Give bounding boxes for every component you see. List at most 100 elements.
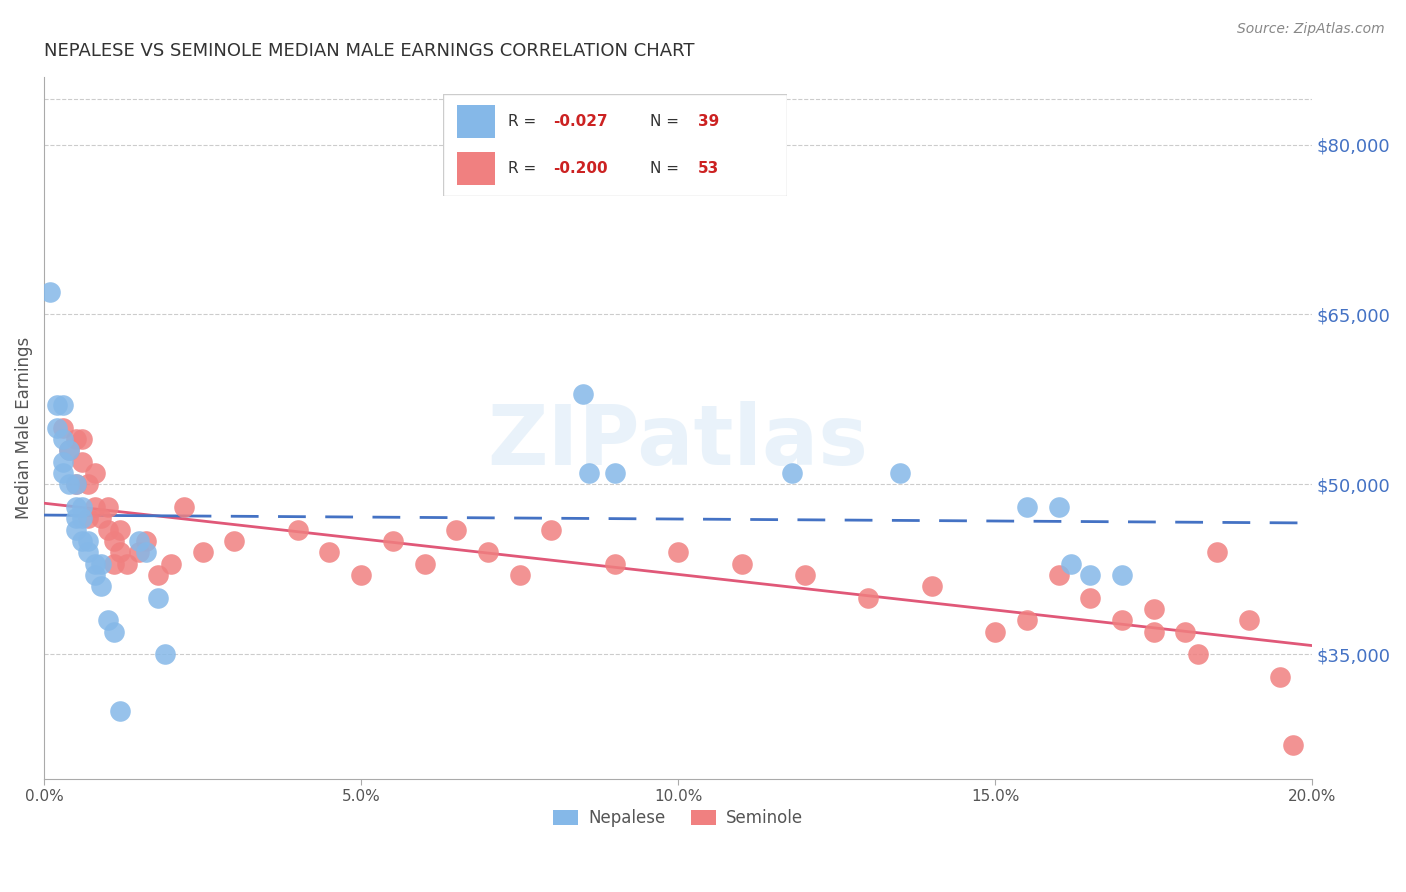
Point <box>65 477 87 491</box>
Point <box>83 568 105 582</box>
Point <box>780 466 803 480</box>
Point <box>1143 602 1166 616</box>
Point <box>77 545 100 559</box>
Point <box>65 477 87 491</box>
Point <box>70 455 93 469</box>
Point <box>921 579 943 593</box>
Point <box>540 523 562 537</box>
Point <box>153 648 176 662</box>
Point <box>103 624 125 639</box>
Point <box>173 500 195 514</box>
Point <box>128 545 150 559</box>
Point <box>58 477 80 491</box>
Point <box>39 285 62 299</box>
Point <box>444 523 467 537</box>
Point <box>350 568 373 582</box>
Point <box>1015 500 1038 514</box>
Point <box>108 523 131 537</box>
Point <box>70 432 93 446</box>
Point <box>1078 568 1101 582</box>
Text: -0.200: -0.200 <box>553 161 607 176</box>
Point <box>1187 648 1209 662</box>
Text: 39: 39 <box>697 114 718 128</box>
Point <box>96 613 118 627</box>
Point <box>90 579 112 593</box>
Text: -0.027: -0.027 <box>553 114 607 128</box>
Point <box>224 534 246 549</box>
Point <box>52 421 75 435</box>
Text: R =: R = <box>509 114 541 128</box>
Bar <box>457 105 495 137</box>
Point <box>128 534 150 549</box>
Point <box>103 534 125 549</box>
Point <box>58 443 80 458</box>
Y-axis label: Median Male Earnings: Median Male Earnings <box>15 336 32 519</box>
Text: Source: ZipAtlas.com: Source: ZipAtlas.com <box>1237 22 1385 37</box>
Point <box>77 477 100 491</box>
Point <box>1270 670 1292 684</box>
Point <box>477 545 499 559</box>
Point <box>287 523 309 537</box>
Point <box>148 591 170 605</box>
Point <box>858 591 880 605</box>
Point <box>889 466 911 480</box>
Point <box>83 557 105 571</box>
Point <box>413 557 436 571</box>
Point <box>83 500 105 514</box>
Legend: Nepalese, Seminole: Nepalese, Seminole <box>547 803 810 834</box>
Point <box>1143 624 1166 639</box>
Point <box>578 466 600 480</box>
Point <box>65 432 87 446</box>
Point <box>1078 591 1101 605</box>
Point <box>83 466 105 480</box>
Point <box>115 557 138 571</box>
Point <box>52 466 75 480</box>
Point <box>77 534 100 549</box>
Point <box>509 568 531 582</box>
Point <box>90 511 112 525</box>
Point <box>793 568 815 582</box>
Text: R =: R = <box>509 161 541 176</box>
Point <box>1237 613 1260 627</box>
Point <box>984 624 1007 639</box>
Point <box>603 466 626 480</box>
Point <box>1111 613 1133 627</box>
Point <box>96 523 118 537</box>
Point <box>1047 568 1070 582</box>
Point <box>135 534 157 549</box>
Bar <box>457 153 495 185</box>
Point <box>1060 557 1083 571</box>
Point <box>52 432 75 446</box>
Point <box>70 534 93 549</box>
Point <box>318 545 340 559</box>
Point <box>666 545 689 559</box>
Point <box>58 443 80 458</box>
Point <box>1206 545 1229 559</box>
Point <box>381 534 404 549</box>
Point <box>191 545 214 559</box>
Text: ZIPatlas: ZIPatlas <box>488 401 869 483</box>
Point <box>70 500 93 514</box>
Point <box>103 557 125 571</box>
Point <box>1282 738 1305 752</box>
Point <box>160 557 183 571</box>
Point <box>45 398 67 412</box>
Point <box>77 511 100 525</box>
Point <box>90 557 112 571</box>
Point <box>52 455 75 469</box>
Point <box>1111 568 1133 582</box>
Point <box>70 511 93 525</box>
Point <box>65 523 87 537</box>
Text: NEPALESE VS SEMINOLE MEDIAN MALE EARNINGS CORRELATION CHART: NEPALESE VS SEMINOLE MEDIAN MALE EARNING… <box>44 42 695 60</box>
Text: 53: 53 <box>697 161 718 176</box>
Point <box>65 500 87 514</box>
Point <box>1015 613 1038 627</box>
Point <box>148 568 170 582</box>
Point <box>603 557 626 571</box>
Point <box>108 704 131 718</box>
Point <box>135 545 157 559</box>
FancyBboxPatch shape <box>443 94 787 196</box>
Point <box>108 545 131 559</box>
Text: N =: N = <box>650 161 683 176</box>
Point <box>572 386 595 401</box>
